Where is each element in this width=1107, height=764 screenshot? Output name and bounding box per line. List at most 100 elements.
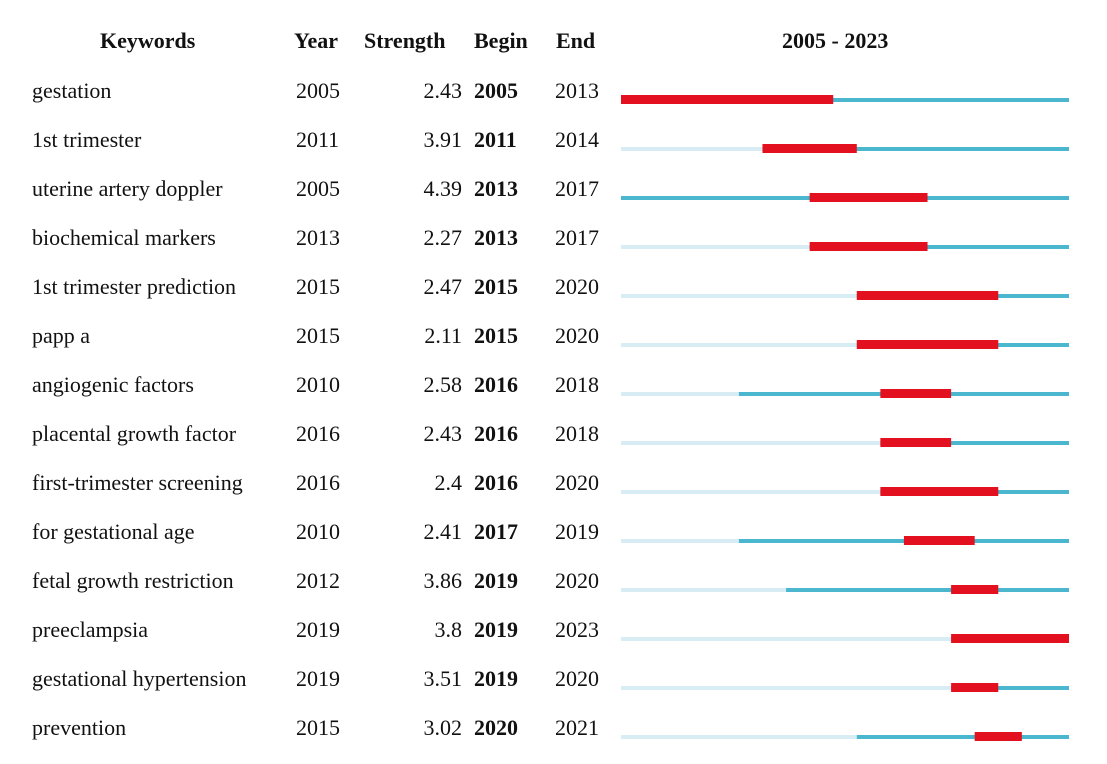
burst-bar: [951, 683, 999, 692]
table-row: preeclampsia 2019 3.8 2019 2023: [0, 617, 1107, 666]
active-segment: [951, 686, 1069, 690]
keyword-cell: biochemical markers: [32, 225, 216, 250]
inactive-segment: [621, 294, 857, 298]
header-keywords: Keywords: [100, 28, 196, 53]
end-cell: 2021: [555, 715, 599, 740]
strength-cell: 2.11: [424, 323, 462, 348]
begin-cell: 2013: [474, 225, 518, 250]
year-cell: 2015: [296, 715, 340, 740]
keyword-cell: 1st trimester: [32, 127, 142, 152]
table-row: biochemical markers 2013 2.27 2013 2017: [0, 225, 1107, 274]
strength-cell: 3.8: [434, 617, 463, 642]
burst-bar: [621, 95, 834, 104]
strength-cell: 2.47: [423, 274, 463, 299]
strength-cell: 3.51: [423, 666, 463, 691]
begin-cell: 2019: [474, 568, 518, 593]
keyword-cell: angiogenic factors: [32, 372, 194, 397]
active-segment: [809, 245, 1069, 249]
burst-bar: [856, 291, 999, 300]
active-segment: [762, 147, 1069, 151]
table-row: uterine artery doppler 2005 4.39 2013 2017: [0, 176, 1107, 225]
year-cell: 2005: [296, 78, 340, 103]
burst-bar: [903, 536, 975, 545]
end-cell: 2014: [555, 127, 599, 152]
strength-cell: 3.91: [423, 127, 463, 152]
begin-cell: 2015: [474, 323, 518, 348]
header-begin: Begin: [474, 28, 528, 53]
inactive-segment: [621, 441, 881, 445]
keyword-cell: prevention: [32, 715, 127, 740]
year-cell: 2016: [296, 470, 340, 495]
begin-cell: 2017: [474, 519, 518, 544]
active-segment: [880, 441, 1069, 445]
burst-bar: [809, 193, 928, 202]
burst-bar: [856, 340, 999, 349]
inactive-segment: [621, 539, 739, 543]
table-row: gestation 2005 2.43 2005 2013: [0, 78, 1107, 127]
keyword-cell: 1st trimester prediction: [32, 274, 237, 299]
inactive-segment: [621, 245, 810, 249]
inactive-segment: [621, 588, 787, 592]
begin-cell: 2016: [474, 421, 518, 446]
end-cell: 2020: [555, 470, 599, 495]
year-cell: 2015: [296, 323, 340, 348]
year-cell: 2010: [296, 372, 340, 397]
header-end: End: [556, 28, 596, 53]
table-row: for gestational age 2010 2.41 2017 2019: [0, 519, 1107, 568]
begin-cell: 2015: [474, 274, 518, 299]
end-cell: 2020: [555, 666, 599, 691]
year-cell: 2015: [296, 274, 340, 299]
begin-cell: 2019: [474, 617, 518, 642]
keyword-cell: placental growth factor: [32, 421, 237, 446]
year-cell: 2019: [296, 617, 340, 642]
burst-bar: [880, 438, 952, 447]
begin-cell: 2013: [474, 176, 518, 201]
begin-cell: 2019: [474, 666, 518, 691]
end-cell: 2013: [555, 78, 599, 103]
table-row: fetal growth restriction 2012 3.86 2019 2020: [0, 568, 1107, 617]
table-row: 1st trimester prediction 2015 2.47 2015 2020: [0, 274, 1107, 323]
strength-cell: 3.02: [423, 715, 463, 740]
year-cell: 2011: [296, 127, 340, 152]
year-cell: 2016: [296, 421, 340, 446]
active-segment: [856, 735, 1069, 739]
burst-bar: [809, 242, 928, 251]
burst-bar: [951, 585, 999, 594]
strength-cell: 4.39: [423, 176, 463, 201]
keyword-cell: papp a: [32, 323, 91, 348]
burst-bar: [880, 487, 999, 496]
inactive-segment: [621, 343, 857, 347]
burst-bar: [951, 634, 1069, 643]
header-timeline-range: 2005 - 2023: [782, 28, 889, 53]
end-cell: 2020: [555, 568, 599, 593]
strength-cell: 2.43: [423, 421, 463, 446]
end-cell: 2017: [555, 176, 599, 201]
keyword-cell: uterine artery doppler: [32, 176, 223, 201]
end-cell: 2023: [555, 617, 599, 642]
strength-cell: 2.4: [434, 470, 463, 495]
end-cell: 2018: [555, 421, 599, 446]
begin-cell: 2016: [474, 470, 518, 495]
end-cell: 2020: [555, 274, 599, 299]
inactive-segment: [621, 392, 739, 396]
year-cell: 2013: [296, 225, 340, 250]
header-strength: Strength: [364, 28, 446, 53]
table-row: angiogenic factors 2010 2.58 2016 2018: [0, 372, 1107, 421]
strength-cell: 3.86: [423, 568, 463, 593]
end-cell: 2017: [555, 225, 599, 250]
table-row: prevention 2015 3.02 2020 2021: [0, 715, 1107, 764]
table-row: 1st trimester 2011 3.91 2011 2014: [0, 127, 1107, 176]
year-cell: 2012: [296, 568, 340, 593]
year-cell: 2019: [296, 666, 340, 691]
strength-cell: 2.58: [423, 372, 463, 397]
strength-cell: 2.27: [423, 225, 463, 250]
table-row: placental growth factor 2016 2.43 2016 2018: [0, 421, 1107, 470]
active-segment: [786, 588, 1069, 592]
keyword-cell: preeclampsia: [32, 617, 149, 642]
header-year: Year: [294, 28, 338, 53]
end-cell: 2018: [555, 372, 599, 397]
begin-cell: 2005: [474, 78, 518, 103]
strength-cell: 2.41: [423, 519, 463, 544]
table-row: gestational hypertension 2019 3.51 2019 2020: [0, 666, 1107, 715]
